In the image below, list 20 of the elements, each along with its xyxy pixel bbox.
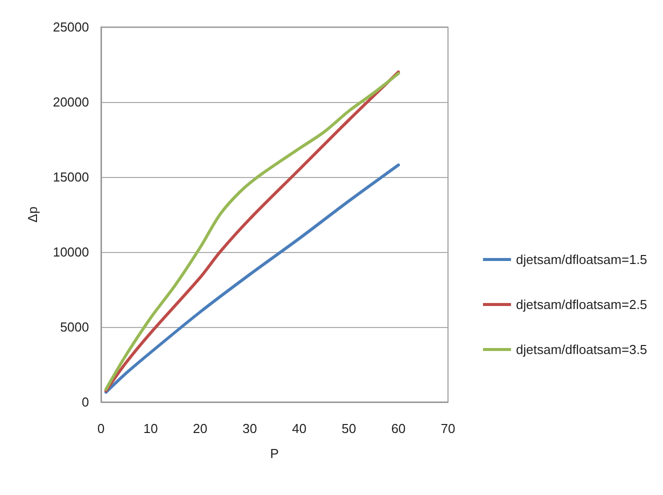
- x-tick-label: 50: [342, 421, 356, 436]
- x-tick-label: 40: [292, 421, 307, 436]
- legend-label: djetsam/dfloatsam=2.5: [516, 297, 648, 312]
- y-tick-label: 20000: [52, 94, 89, 110]
- y-tick-label: 25000: [52, 20, 89, 34]
- x-axis-title: P: [270, 446, 279, 461]
- x-tick-label: 60: [391, 421, 406, 436]
- legend-label: djetsam/dfloatsam=3.5: [516, 342, 648, 357]
- y-tick-label: 10000: [52, 244, 89, 260]
- y-tick-label: 0: [82, 394, 89, 410]
- y-tick-label: 15000: [52, 170, 89, 184]
- y-tick-label: 5000: [60, 320, 89, 334]
- x-tick-label: 20: [192, 421, 208, 436]
- x-tick-label: 10: [143, 421, 158, 436]
- y-axis-title: Δp: [25, 206, 40, 222]
- x-tick-label: 0: [97, 421, 105, 436]
- line-series: [104, 164, 400, 394]
- legend-label: djetsam/dfloatsam=1.5: [516, 252, 648, 267]
- x-tick-label: 70: [440, 421, 456, 436]
- x-tick-label: 30: [242, 421, 257, 436]
